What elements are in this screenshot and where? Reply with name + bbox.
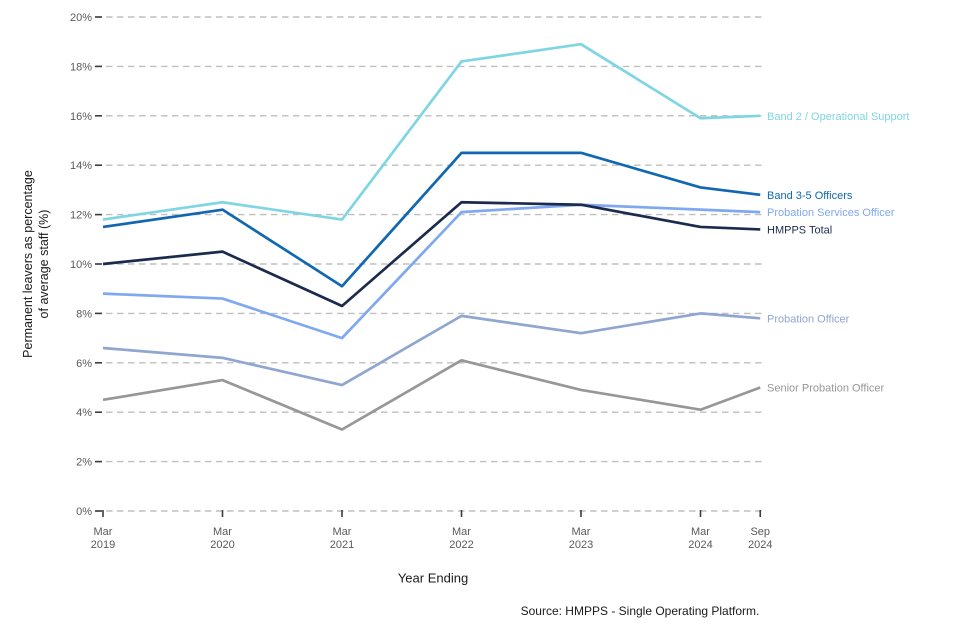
series-line-probation-officer (102, 312, 761, 387)
y-axis-tick-label: 14% (70, 160, 92, 172)
x-axis-title: Year Ending (397, 570, 469, 586)
x-axis-tick-label: Mar (213, 526, 232, 538)
x-axis-tick-label: 2022 (449, 539, 473, 551)
x-axis-tick-label: 2024 (688, 539, 712, 551)
series-label-senior-probation-officer: Senior Probation Officer (767, 383, 885, 395)
series-line-hmpps-total (102, 200, 761, 308)
series-label-probation-officer: Probation Officer (767, 313, 850, 325)
y-axis-tick-label: 0% (76, 506, 92, 518)
series-label-probation-services-officer: Probation Services Officer (767, 207, 895, 219)
y-axis-tick-label: 6% (76, 358, 92, 370)
series-label-hmpps-total: HMPPS Total (767, 224, 832, 236)
y-axis-title: Permanent leavers as percentage of avera… (20, 170, 51, 358)
x-axis-tick-label: 2023 (569, 539, 593, 551)
y-axis-tick-label: 18% (70, 61, 92, 73)
series-line-senior-probation-officer (102, 358, 761, 431)
series-line-band-2-operational-support (102, 42, 761, 221)
y-axis-tick-label: 10% (70, 259, 92, 271)
x-axis-tick-label: Mar (333, 526, 352, 538)
x-axis-tick-label: 2020 (210, 539, 234, 551)
x-axis-tick-label: 2024 (748, 539, 772, 551)
x-axis-tick-label: Sep (750, 526, 770, 538)
y-axis-tick-label: 12% (70, 210, 92, 222)
y-axis-tick-label: 20% (70, 12, 92, 24)
series-line-band-3-5-officers (102, 151, 761, 288)
x-axis-tick-label: 2019 (91, 539, 115, 551)
x-axis-tick-label: 2021 (330, 539, 354, 551)
y-axis-tick-label: 16% (70, 111, 92, 123)
x-axis-tick-label: Mar (94, 526, 113, 538)
x-axis-tick-label: Mar (691, 526, 710, 538)
x-axis-tick-label: Mar (572, 526, 591, 538)
series-label-band-3-5-officers: Band 3-5 Officers (767, 190, 853, 202)
y-axis-tick-label: 4% (76, 407, 92, 419)
x-axis-tick-label: Mar (452, 526, 471, 538)
y-axis-tick-label: 8% (76, 308, 92, 320)
source-note: Source: HMPPS - Single Operating Platfor… (520, 604, 760, 618)
series-line-probation-services-officer (102, 203, 761, 340)
y-axis-tick-label: 2% (76, 457, 92, 469)
series-label-band-2-operational-support: Band 2 / Operational Support (767, 111, 909, 123)
